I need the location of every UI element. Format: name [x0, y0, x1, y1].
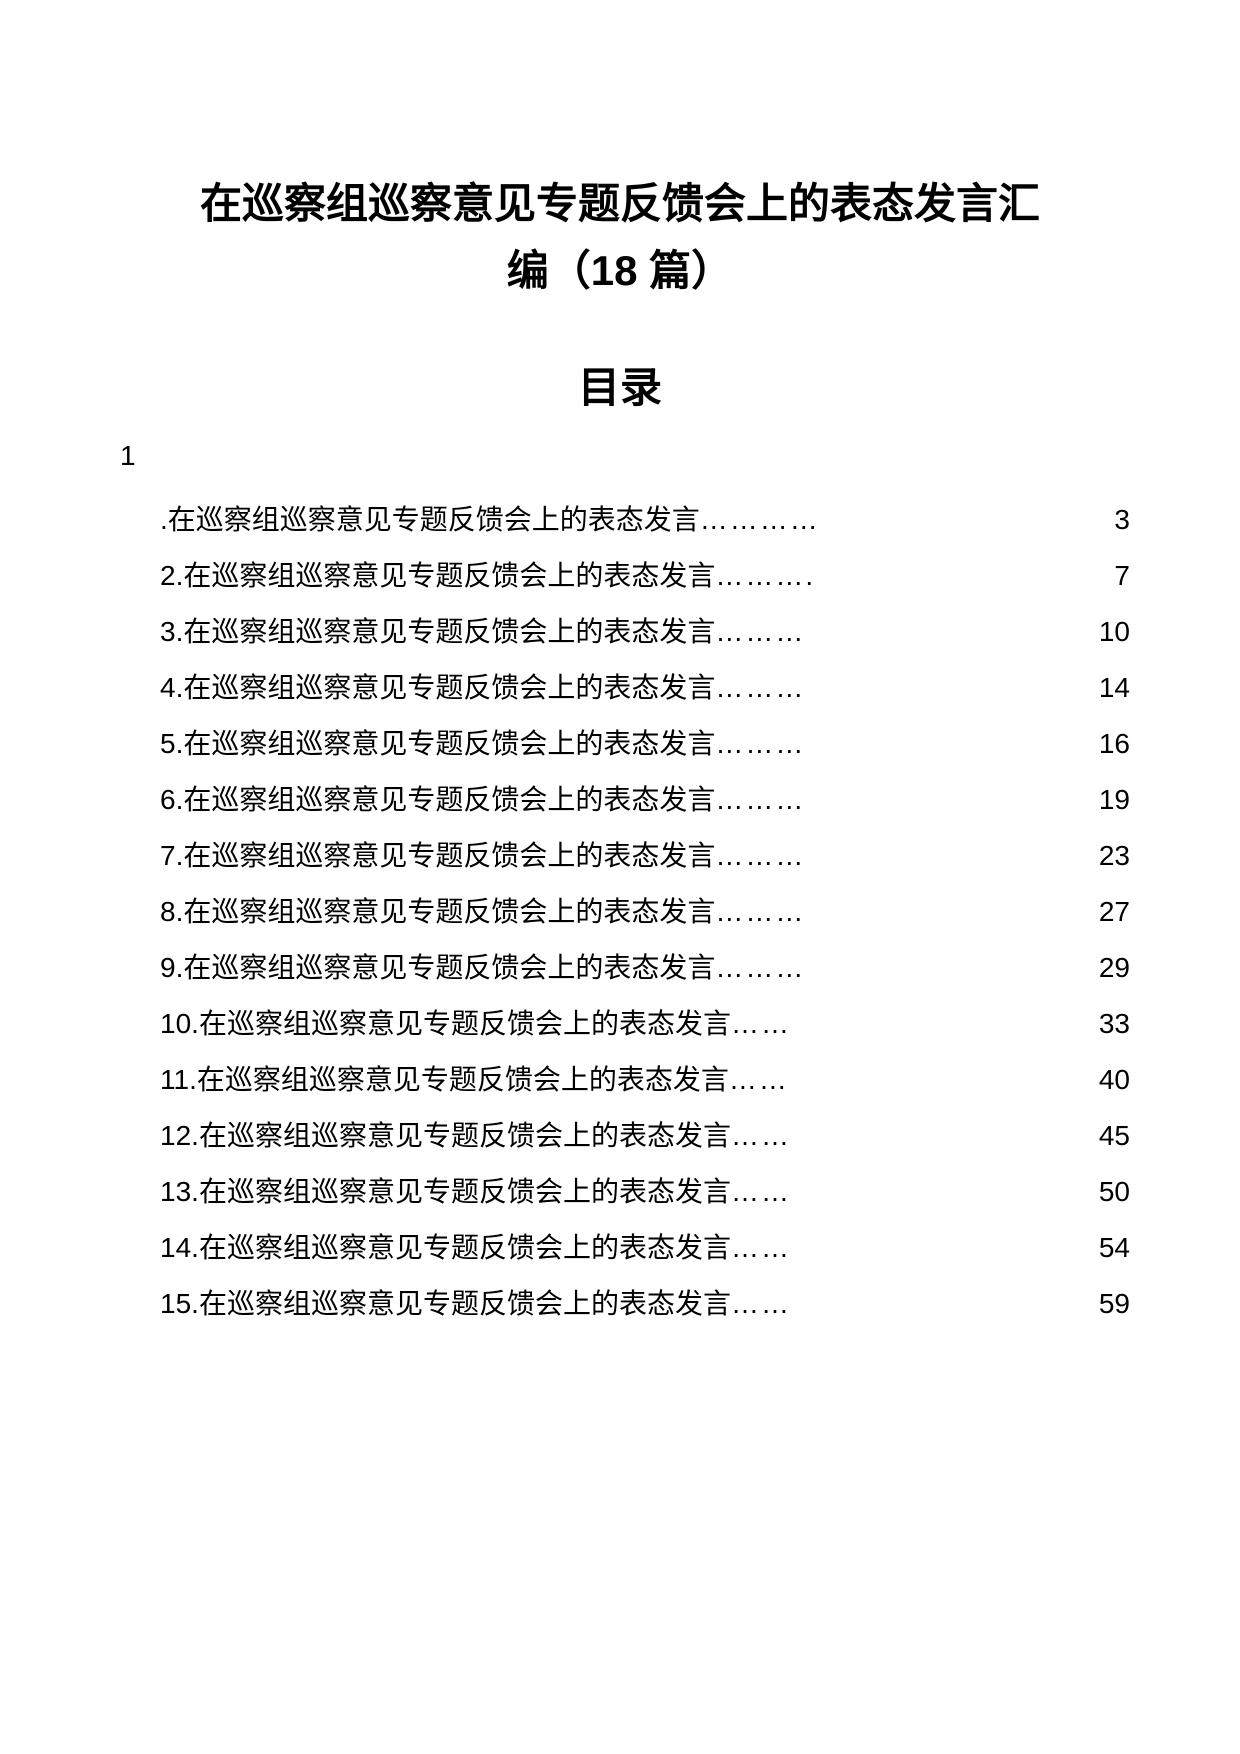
toc-item-dots: ……	[731, 996, 1099, 1052]
toc-item-page: 23	[1099, 828, 1130, 884]
toc-item-dots: ……	[731, 1276, 1099, 1332]
toc-item-text: 在巡察组巡察意见专题反馈会上的表态发言	[199, 1108, 731, 1164]
title-line-2: 编（18 篇）	[507, 247, 733, 294]
toc-item: 3.在巡察组巡察意见专题反馈会上的表态发言………10	[160, 604, 1130, 660]
toc-item-page: 10	[1099, 604, 1130, 660]
toc-item-text: 在巡察组巡察意见专题反馈会上的表态发言	[199, 1164, 731, 1220]
toc-item-number: 8.	[160, 884, 183, 940]
toc-item-text: 在巡察组巡察意见专题反馈会上的表态发言	[183, 828, 715, 884]
title-line-1: 在巡察组巡察意见专题反馈会上的表态发言汇	[200, 180, 1040, 227]
toc-item-dots: ………	[715, 884, 1098, 940]
toc-item-text: 在巡察组巡察意见专题反馈会上的表态发言	[183, 940, 715, 996]
toc-item-text: 在巡察组巡察意见专题反馈会上的表态发言	[183, 604, 715, 660]
toc-item-dots: ………	[715, 940, 1098, 996]
toc-item-dots: ………	[715, 660, 1098, 716]
toc-item-page: 45	[1099, 1108, 1130, 1164]
toc-item-number: 7.	[160, 828, 183, 884]
toc-item-page: 19	[1099, 772, 1130, 828]
toc-item-text: 在巡察组巡察意见专题反馈会上的表态发言	[183, 548, 715, 604]
toc-item: 5.在巡察组巡察意见专题反馈会上的表态发言………16	[160, 716, 1130, 772]
toc-item-page: 29	[1099, 940, 1130, 996]
toc-item-page: 27	[1099, 884, 1130, 940]
toc-item: 6.在巡察组巡察意见专题反馈会上的表态发言………19	[160, 772, 1130, 828]
toc-item: 10.在巡察组巡察意见专题反馈会上的表态发言……33	[160, 996, 1130, 1052]
toc-item-page: 40	[1099, 1052, 1130, 1108]
toc-item-text: 在巡察组巡察意见专题反馈会上的表态发言	[183, 772, 715, 828]
toc-item-dots: ……	[731, 1164, 1099, 1220]
toc-item-text: 在巡察组巡察意见专题反馈会上的表态发言	[199, 1220, 731, 1276]
toc-item: 14.在巡察组巡察意见专题反馈会上的表态发言……54	[160, 1220, 1130, 1276]
toc-item-text: 在巡察组巡察意见专题反馈会上的表态发言	[168, 492, 700, 548]
toc-item: 13.在巡察组巡察意见专题反馈会上的表态发言……50	[160, 1164, 1130, 1220]
toc-item-number: 14.	[160, 1220, 199, 1276]
toc-item: 4.在巡察组巡察意见专题反馈会上的表态发言………14	[160, 660, 1130, 716]
toc-item-dots: …………	[700, 492, 1115, 548]
toc-item: 11.在巡察组巡察意见专题反馈会上的表态发言……40	[160, 1052, 1130, 1108]
toc-item-page: 3	[1114, 492, 1130, 548]
toc-item-page: 50	[1099, 1164, 1130, 1220]
toc-item: 2.在巡察组巡察意见专题反馈会上的表态发言……….7	[160, 548, 1130, 604]
toc-item: 15.在巡察组巡察意见专题反馈会上的表态发言……59	[160, 1276, 1130, 1332]
toc-item-dots: ……	[729, 1052, 1099, 1108]
toc-item-dots: ……….	[715, 548, 1114, 604]
toc-item: 12.在巡察组巡察意见专题反馈会上的表态发言……45	[160, 1108, 1130, 1164]
toc-item-text: 在巡察组巡察意见专题反馈会上的表态发言	[183, 884, 715, 940]
toc-item: 8.在巡察组巡察意见专题反馈会上的表态发言………27	[160, 884, 1130, 940]
toc-item-number: 12.	[160, 1108, 199, 1164]
toc-item-number: 11.	[160, 1052, 197, 1108]
toc-heading: 目录	[110, 354, 1130, 415]
toc-item-page: 33	[1099, 996, 1130, 1052]
toc-item-number: 5.	[160, 716, 183, 772]
toc-item-dots: ……	[731, 1220, 1099, 1276]
toc-item-number: 9.	[160, 940, 183, 996]
toc-item-text: 在巡察组巡察意见专题反馈会上的表态发言	[199, 1276, 731, 1332]
toc-item-page: 59	[1099, 1276, 1130, 1332]
toc-item-text: 在巡察组巡察意见专题反馈会上的表态发言	[199, 996, 731, 1052]
toc-item-page: 14	[1099, 660, 1130, 716]
toc-item-number: 6.	[160, 772, 183, 828]
toc-item-dots: ……	[731, 1108, 1099, 1164]
toc-item: 9.在巡察组巡察意见专题反馈会上的表态发言………29	[160, 940, 1130, 996]
toc-item: 7.在巡察组巡察意见专题反馈会上的表态发言………23	[160, 828, 1130, 884]
toc-item-page: 54	[1099, 1220, 1130, 1276]
toc-item-number: 4.	[160, 660, 183, 716]
toc-item-text: 在巡察组巡察意见专题反馈会上的表态发言	[183, 660, 715, 716]
toc-item-dots: ………	[715, 716, 1098, 772]
toc-list: .在巡察组巡察意见专题反馈会上的表态发言…………32.在巡察组巡察意见专题反馈会…	[110, 492, 1130, 1332]
toc-item-text: 在巡察组巡察意见专题反馈会上的表态发言	[197, 1052, 729, 1108]
document-title: 在巡察组巡察意见专题反馈会上的表态发言汇 编（18 篇）	[110, 170, 1130, 304]
toc-item-text: 在巡察组巡察意见专题反馈会上的表态发言	[183, 716, 715, 772]
toc-item-dots: ………	[715, 828, 1098, 884]
toc-item-number: 10.	[160, 996, 199, 1052]
hanging-number: 1	[120, 440, 1130, 472]
toc-item-number: 13.	[160, 1164, 199, 1220]
toc-item-dots: ………	[715, 604, 1098, 660]
toc-item-number: 15.	[160, 1276, 199, 1332]
toc-item-page: 7	[1114, 548, 1130, 604]
toc-item-page: 16	[1099, 716, 1130, 772]
toc-item-number: 3.	[160, 604, 183, 660]
toc-item: .在巡察组巡察意见专题反馈会上的表态发言…………3	[160, 492, 1130, 548]
toc-item-number: 2.	[160, 548, 183, 604]
toc-item-number: .	[160, 492, 168, 548]
toc-item-dots: ………	[715, 772, 1098, 828]
